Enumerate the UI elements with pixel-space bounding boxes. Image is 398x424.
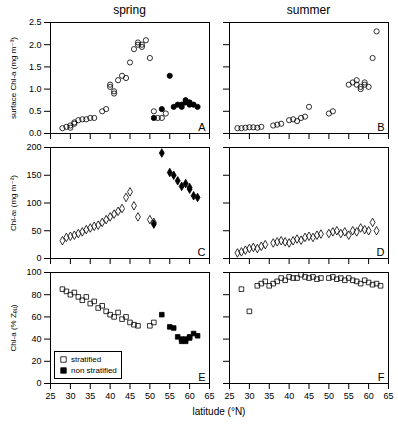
- svg-text:F: F: [378, 371, 385, 383]
- svg-text:60: 60: [31, 312, 41, 322]
- svg-text:1.5: 1.5: [29, 62, 42, 72]
- svg-text:Chl-aₜ (mg m⁻²): Chl-aₜ (mg m⁻²): [9, 175, 18, 231]
- svg-text:25: 25: [45, 391, 55, 401]
- svg-text:60: 60: [185, 391, 195, 401]
- svg-text:55: 55: [165, 391, 175, 401]
- svg-text:50: 50: [31, 226, 41, 236]
- svg-text:100: 100: [26, 267, 41, 277]
- svg-text:25: 25: [224, 391, 234, 401]
- svg-text:1.0: 1.0: [29, 84, 42, 94]
- svg-text:surface Chl-a (mg m⁻³): surface Chl-a (mg m⁻³): [9, 37, 18, 119]
- svg-text:55: 55: [344, 391, 354, 401]
- svg-text:B: B: [377, 121, 384, 133]
- svg-text:200: 200: [26, 142, 41, 152]
- svg-text:0.0: 0.0: [29, 128, 42, 138]
- svg-text:0: 0: [36, 378, 41, 388]
- svg-text:D: D: [377, 246, 385, 258]
- svg-text:60: 60: [364, 391, 374, 401]
- html-text:stratified: stratified: [71, 355, 102, 364]
- svg-text:35: 35: [85, 391, 95, 401]
- svg-text:40: 40: [284, 391, 294, 401]
- svg-text:2.5: 2.5: [29, 17, 42, 27]
- svg-text:0: 0: [36, 253, 41, 263]
- html-text:non stratified: non stratified: [71, 366, 117, 375]
- svg-text:40: 40: [105, 391, 115, 401]
- svg-text:50: 50: [324, 391, 334, 401]
- svg-text:Chl-a (% Zₑᵤ): Chl-a (% Zₑᵤ): [9, 304, 18, 351]
- svg-text:30: 30: [244, 391, 254, 401]
- svg-text:C: C: [198, 246, 206, 258]
- svg-text:50: 50: [145, 391, 155, 401]
- svg-text:45: 45: [125, 391, 135, 401]
- html-text:summer: summer: [286, 3, 331, 17]
- svg-text:2.0: 2.0: [29, 40, 42, 50]
- svg-text:30: 30: [65, 391, 75, 401]
- svg-text:45: 45: [304, 391, 314, 401]
- svg-text:65: 65: [383, 391, 393, 401]
- svg-text:E: E: [198, 371, 205, 383]
- svg-text:80: 80: [31, 290, 41, 300]
- html-text:spring: spring: [113, 3, 146, 17]
- svg-text:40: 40: [31, 334, 41, 344]
- svg-text:150: 150: [26, 170, 41, 180]
- html-text:latitude (°N): latitude (°N): [192, 406, 246, 417]
- svg-text:A: A: [198, 121, 206, 133]
- svg-text:35: 35: [264, 391, 274, 401]
- svg-text:100: 100: [26, 198, 41, 208]
- svg-text:0.5: 0.5: [29, 106, 42, 116]
- svg-text:20: 20: [31, 356, 41, 366]
- svg-text:65: 65: [204, 391, 214, 401]
